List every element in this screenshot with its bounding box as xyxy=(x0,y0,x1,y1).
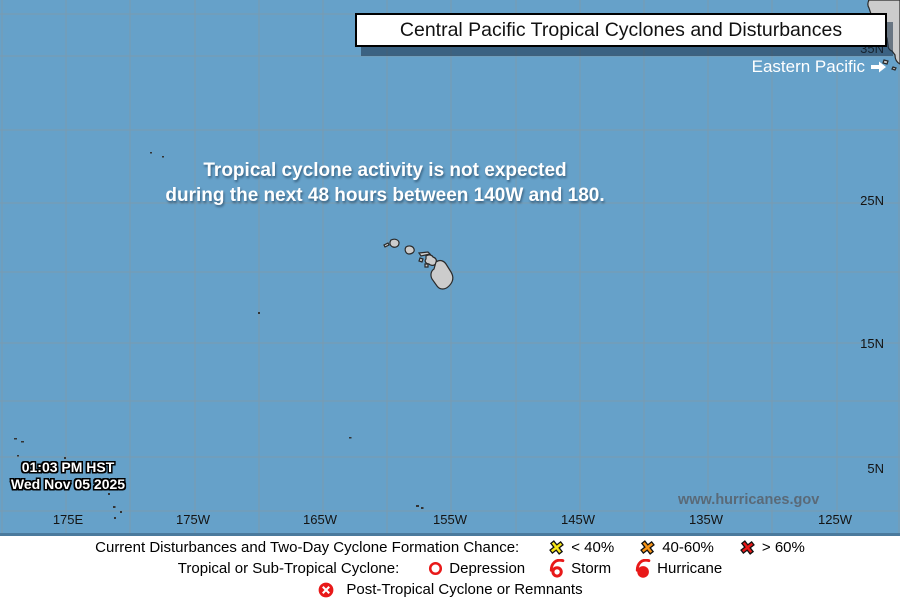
legend-row-formation-chance: Current Disturbances and Two-Day Cyclone… xyxy=(0,538,900,558)
hurricanes-gov-watermark: www.hurricanes.gov xyxy=(678,492,820,508)
depression-label: Depression xyxy=(449,560,526,577)
legend-item-hurricane: Hurricane xyxy=(635,558,723,579)
legend-item-storm: Storm xyxy=(549,558,612,579)
high-chance-label: > 60% xyxy=(761,539,805,556)
legend-panel: Current Disturbances and Two-Day Cyclone… xyxy=(0,536,900,601)
legend-item-low-chance: < 40% xyxy=(547,538,614,557)
page-title-text: Central Pacific Tropical Cyclones and Di… xyxy=(399,18,843,41)
lon-label-175e: 175E xyxy=(52,512,84,527)
x-marker-yellow-icon xyxy=(549,540,565,555)
cyclone-class-label: Tropical or Sub-Tropical Cyclone: xyxy=(177,560,400,577)
storm-spiral-icon xyxy=(549,558,565,578)
eastern-pacific-label: Eastern Pacific xyxy=(751,57,865,76)
formation-chance-label: Current Disturbances and Two-Day Cyclone… xyxy=(95,539,520,556)
map-canvas xyxy=(0,0,900,533)
issuance-timestamp: 01:03 PM HST Wed Nov 05 2025 xyxy=(2,459,134,493)
hawaiian-islands xyxy=(383,238,454,290)
eastern-pacific-link[interactable]: Eastern Pacific xyxy=(752,57,886,77)
issuance-time: 01:03 PM HST xyxy=(21,459,115,475)
storm-label: Storm xyxy=(571,560,612,577)
pacific-map[interactable]: Central Pacific Tropical Cyclones and Di… xyxy=(0,0,900,536)
lon-label-135w: 135W xyxy=(689,512,723,527)
legend-item-post-tropical: Post-Tropical Cyclone or Remnants xyxy=(317,581,583,599)
medium-chance-label: 40-60% xyxy=(662,539,714,556)
post-tropical-label: Post-Tropical Cyclone or Remnants xyxy=(346,581,583,598)
lon-label-155w: 155W xyxy=(433,512,467,527)
lon-label-175w: 175W xyxy=(176,512,210,527)
hurricane-label: Hurricane xyxy=(657,560,723,577)
lon-label-165w: 165W xyxy=(303,512,337,527)
lat-label-25n: 25N xyxy=(860,193,884,208)
page-title: Central Pacific Tropical Cyclones and Di… xyxy=(355,13,887,47)
island-specks xyxy=(14,152,704,519)
arrow-right-icon xyxy=(871,61,886,73)
x-marker-red-icon xyxy=(740,540,755,555)
x-marker-orange-icon xyxy=(640,540,656,555)
graticule-grid xyxy=(0,0,900,533)
legend-item-depression: Depression xyxy=(427,560,525,577)
outlook-message-line2: during the next 48 hours between 140W an… xyxy=(165,185,605,206)
outlook-message: Tropical cyclone activity is not expecte… xyxy=(35,158,735,208)
depression-circle-icon xyxy=(429,561,443,576)
legend-row-post-tropical: Post-Tropical Cyclone or Remnants xyxy=(0,580,900,600)
lon-label-125w: 125W xyxy=(818,512,852,527)
legend-item-high-chance: > 60% xyxy=(738,538,805,557)
legend-row-cyclone-class: Tropical or Sub-Tropical Cyclone: Depres… xyxy=(0,558,900,579)
lat-label-15n: 15N xyxy=(860,336,884,351)
legend-item-medium-chance: 40-60% xyxy=(638,538,714,557)
outlook-message-line1: Tropical cyclone activity is not expecte… xyxy=(203,160,567,181)
hurricane-spiral-icon xyxy=(636,558,651,578)
issuance-date: Wed Nov 05 2025 xyxy=(10,476,126,492)
low-chance-label: < 40% xyxy=(571,539,615,556)
lon-label-145w: 145W xyxy=(561,512,595,527)
post-tropical-circle-x-icon xyxy=(319,582,334,597)
lat-label-5n: 5N xyxy=(867,461,884,476)
